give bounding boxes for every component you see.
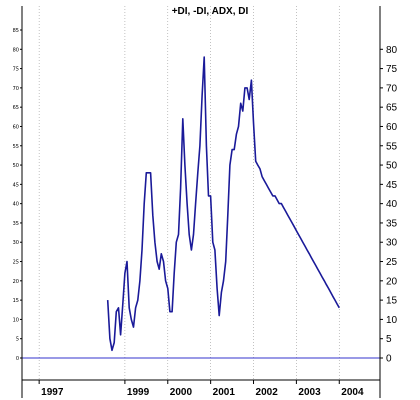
y-tick-left-label-0: 0: [16, 356, 19, 362]
y-tick-left-label-25: 25: [13, 260, 19, 266]
y-tick-right-label-25: 25: [386, 257, 398, 268]
y-tick-right-label-75: 75: [386, 64, 398, 75]
y-tick-left-label-60: 60: [13, 124, 19, 130]
y-tick-left-label-30: 30: [13, 240, 19, 246]
x-tick-label-2001: 2001: [213, 387, 236, 398]
y-tick-left-label-75: 75: [13, 67, 19, 73]
y-tick-right-label-50: 50: [386, 161, 398, 172]
series-layer: [106, 56, 340, 352]
y-tick-right-label-30: 30: [386, 238, 398, 249]
y-tick-right-label-15: 15: [386, 296, 398, 307]
y-tick-left-label-80: 80: [13, 47, 19, 53]
y-tick-left-label-50: 50: [13, 163, 19, 169]
y-tick-right-label-70: 70: [386, 83, 398, 94]
x-tick-label-2000: 2000: [170, 387, 193, 398]
y-tick-left-label-85: 85: [13, 28, 19, 34]
y-tick-left-label-15: 15: [13, 298, 19, 304]
y-tick-right-label-0: 0: [386, 354, 392, 365]
y-tick-left-label-20: 20: [13, 279, 19, 285]
y-tick-left-label-5: 5: [16, 337, 19, 343]
axes: [21, 6, 381, 398]
y-tick-left-label-70: 70: [13, 86, 19, 92]
chart-title: +DI, -DI, ADX, DI: [172, 6, 249, 17]
y-ticks-right: 0 5 10 15 20 25 30 35 40 45 50 55 60 65 70 75 80: [380, 45, 398, 365]
series-line: [106, 56, 340, 352]
y-tick-right-label-60: 60: [386, 122, 398, 133]
y-tick-right-label-45: 45: [386, 180, 398, 191]
y-tick-right-label-20: 20: [386, 276, 398, 287]
y-tick-right-label-35: 35: [386, 218, 398, 229]
y-tick-right-label-80: 80: [386, 45, 398, 56]
y-ticks-left: 0 5 10 15 20 25 30 35 40 45 50 55 60 65 70 75 80 85: [13, 28, 22, 362]
y-tick-right-label-55: 55: [386, 141, 398, 152]
y-tick-left-label-45: 45: [13, 182, 19, 188]
x-tick-label-1999: 1999: [127, 387, 150, 398]
grid: [38, 6, 340, 380]
y-tick-right-label-10: 10: [386, 315, 398, 326]
x-tick-label-2004: 2004: [341, 387, 364, 398]
x-tick-label-2003: 2003: [298, 387, 321, 398]
y-tick-right-label-65: 65: [386, 103, 398, 114]
y-tick-left-label-35: 35: [13, 221, 19, 227]
y-tick-right-label-40: 40: [386, 199, 398, 210]
x-ticks: 1997 1999 2000 2001 2002 2003 2004: [38, 380, 364, 398]
y-tick-left-label-10: 10: [13, 317, 19, 323]
y-tick-left-label-65: 65: [13, 105, 19, 111]
x-tick-label-2002: 2002: [256, 387, 279, 398]
x-tick-label-1997: 1997: [41, 387, 64, 398]
y-tick-left-label-40: 40: [13, 202, 19, 208]
y-tick-left-label-55: 55: [13, 144, 19, 150]
y-tick-right-label-5: 5: [386, 334, 392, 345]
